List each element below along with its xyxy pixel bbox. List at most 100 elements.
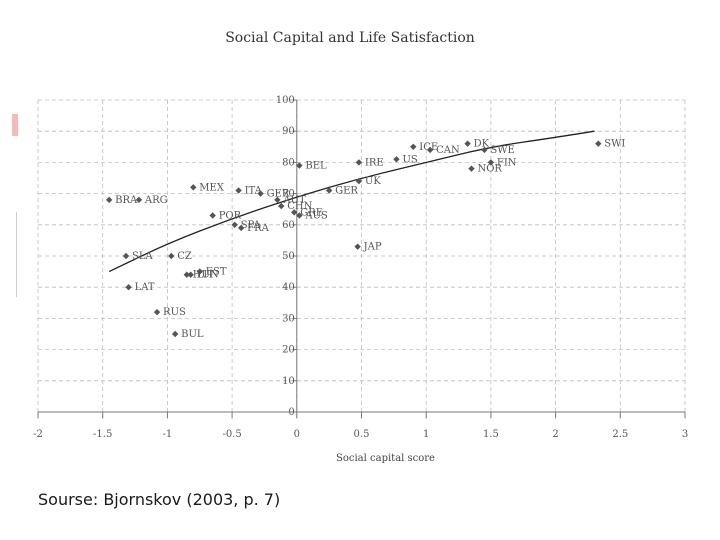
data-point-lit: LIT xyxy=(187,270,214,281)
point-marker xyxy=(278,202,285,210)
point-label: UK xyxy=(365,176,381,187)
point-marker xyxy=(237,224,245,232)
data-point-dk: DK xyxy=(464,139,490,150)
point-label: US xyxy=(402,154,417,165)
data-point-bel: BEL xyxy=(296,161,327,172)
data-point-arg: ARG xyxy=(135,195,168,206)
point-label: DK xyxy=(474,139,490,150)
point-marker xyxy=(393,156,400,163)
point-marker xyxy=(257,190,264,197)
decorative-line xyxy=(16,212,17,297)
y-tick-label: 40 xyxy=(282,282,295,293)
data-point-jap: JAP xyxy=(354,242,382,253)
point-label: CZ xyxy=(177,251,192,262)
point-marker xyxy=(171,330,179,338)
data-point-ita: ITA xyxy=(235,185,263,196)
point-marker xyxy=(209,212,216,219)
data-point-ger: GER xyxy=(257,189,290,200)
point-label: AUT xyxy=(282,195,306,206)
point-marker xyxy=(153,308,161,316)
x-tick-label: 0.5 xyxy=(354,429,370,440)
x-tick-label: -0.5 xyxy=(222,429,241,440)
point-label: SPA xyxy=(241,220,262,231)
point-label: HUN xyxy=(193,270,219,281)
point-label: GER xyxy=(335,185,358,196)
data-point-ger: GER xyxy=(325,185,358,196)
source-citation: Sourse: Bjornskov (2003, p. 7) xyxy=(38,490,281,509)
data-point-aus: AUS xyxy=(296,210,328,221)
data-point-ire: IRE xyxy=(355,157,384,168)
point-label: BUL xyxy=(181,329,204,340)
data-point-chn: CHN xyxy=(278,201,313,212)
y-tick-label: 90 xyxy=(282,126,295,137)
y-tick-label: 30 xyxy=(282,313,295,324)
point-marker xyxy=(464,140,471,147)
point-marker xyxy=(296,162,303,169)
x-tick-label: 1.5 xyxy=(483,429,499,440)
point-marker xyxy=(426,146,434,154)
y-tick-label: 50 xyxy=(282,251,295,262)
data-point-bra: BRA xyxy=(105,195,138,206)
point-label: ARG xyxy=(144,195,168,206)
point-marker xyxy=(187,271,194,278)
point-label: CHN xyxy=(287,201,312,212)
y-tick-label: 70 xyxy=(282,189,295,200)
x-tick-label: -2 xyxy=(33,429,43,440)
point-label: LIT xyxy=(197,270,215,281)
point-label: AUS xyxy=(304,210,328,221)
point-marker xyxy=(135,196,143,204)
point-marker xyxy=(291,209,298,216)
data-point-ice: ICE xyxy=(410,142,438,153)
data-point-swi: SWI xyxy=(595,139,625,150)
point-marker xyxy=(487,159,495,166)
point-marker xyxy=(354,243,361,250)
data-point-cz: CZ xyxy=(168,251,192,262)
data-point-fra: FRA xyxy=(237,223,270,234)
x-axis-title: Social capital score xyxy=(336,453,435,464)
point-marker xyxy=(355,177,363,185)
point-marker xyxy=(468,165,475,172)
data-point-spa: SPA xyxy=(231,220,261,231)
x-tick-label: 2 xyxy=(552,429,558,440)
point-marker xyxy=(196,268,203,275)
data-point-lat: LAT xyxy=(125,282,155,293)
x-tick-label: 2.5 xyxy=(612,429,628,440)
point-label: LAT xyxy=(135,282,155,293)
point-label: BEL xyxy=(305,161,327,172)
y-tick-label: 80 xyxy=(282,157,295,168)
point-marker xyxy=(125,284,132,291)
data-point-hun: HUN xyxy=(183,270,219,281)
point-marker xyxy=(122,252,130,260)
point-marker xyxy=(235,187,242,194)
data-point-swe: SWE xyxy=(481,145,515,156)
data-point-mex: MEX xyxy=(190,182,225,193)
point-label: SLA xyxy=(132,251,153,262)
point-label: GRE xyxy=(300,207,323,218)
data-point-rus: RUS xyxy=(153,307,186,318)
x-tick-label: 0 xyxy=(294,429,300,440)
data-point-fin: FIN xyxy=(487,157,517,168)
x-tick-label: 3 xyxy=(682,429,688,440)
point-marker xyxy=(168,252,175,260)
data-point-est: EST xyxy=(196,267,227,278)
point-marker xyxy=(190,184,197,191)
data-point-sla: SLA xyxy=(122,251,153,262)
point-marker xyxy=(183,271,191,278)
point-marker xyxy=(355,159,363,166)
data-point-por: POR xyxy=(209,210,242,221)
point-label: ICE xyxy=(419,142,438,153)
data-point-can: CAN xyxy=(426,145,460,156)
y-tick-label: 20 xyxy=(282,345,295,356)
point-label: BRA xyxy=(115,195,138,206)
point-label: FIN xyxy=(497,157,517,168)
point-label: EST xyxy=(206,267,227,278)
point-label: SWI xyxy=(604,139,625,150)
x-tick-label: -1 xyxy=(163,429,173,440)
data-point-nor: NOR xyxy=(468,164,502,175)
point-label: JAP xyxy=(363,242,382,253)
y-tick-label: 60 xyxy=(282,220,295,231)
point-marker xyxy=(481,146,488,154)
y-tick-label: 100 xyxy=(276,95,295,106)
